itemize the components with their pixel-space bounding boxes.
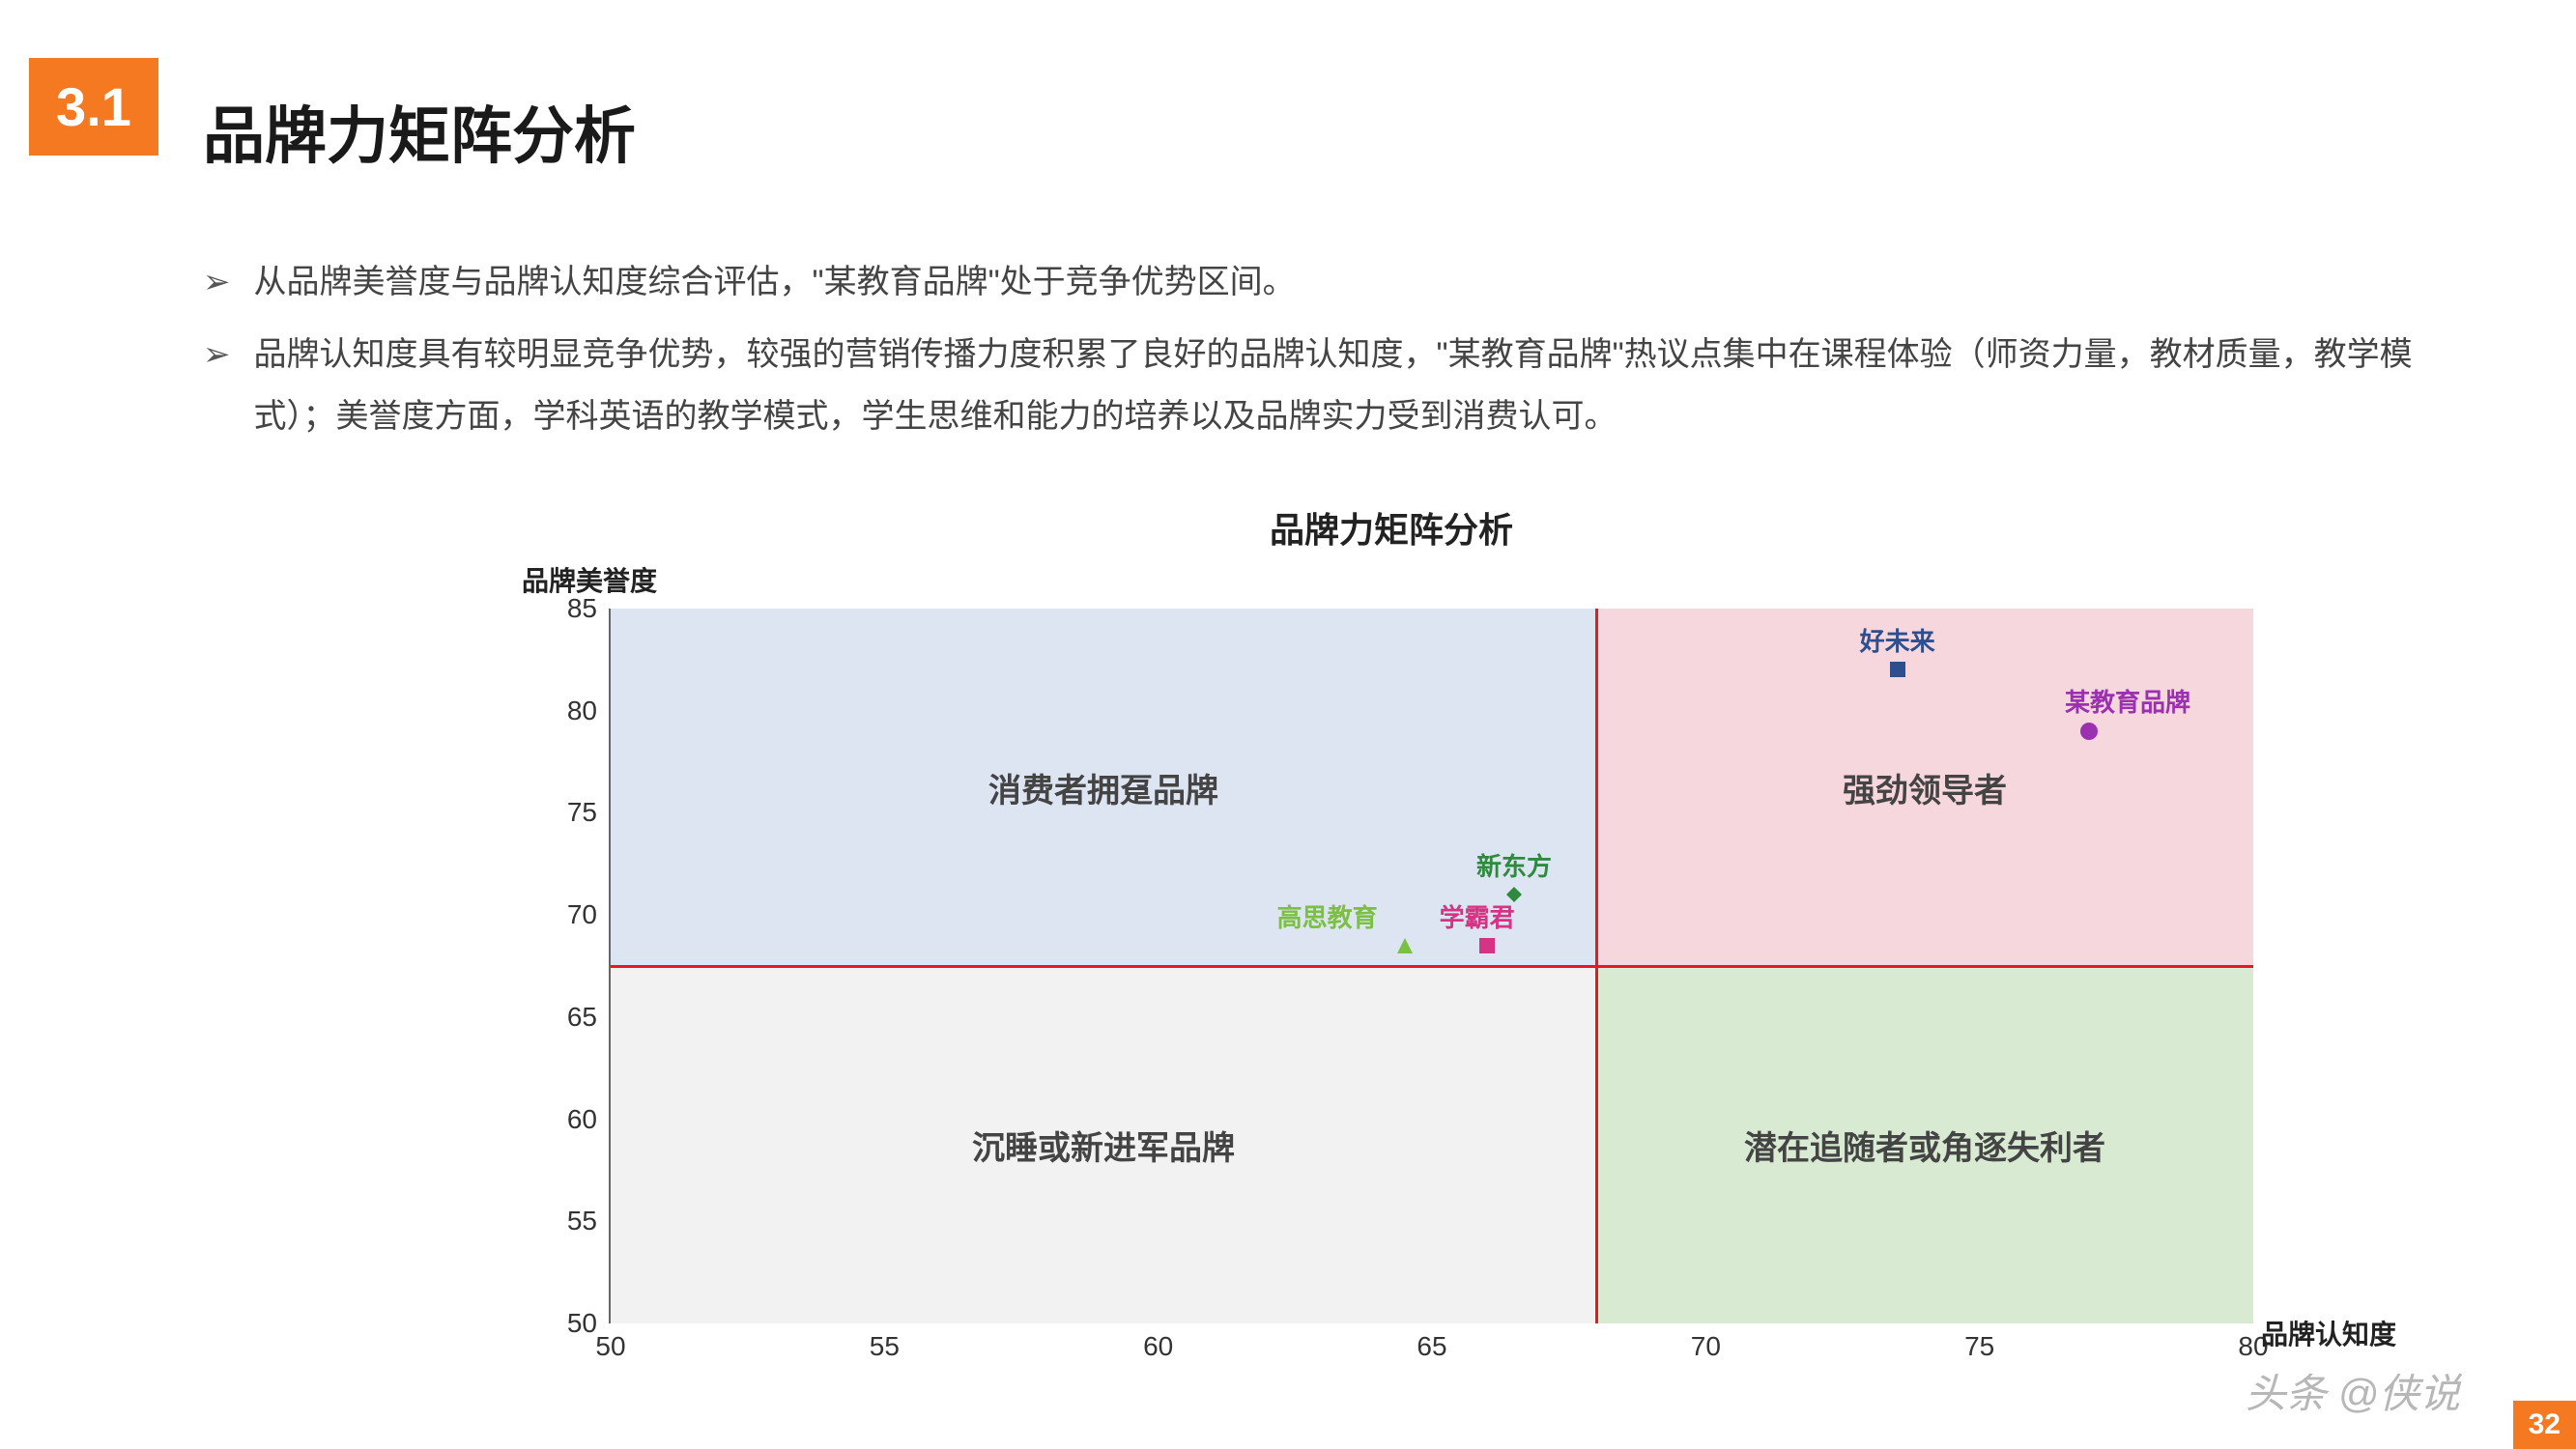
y-tick: 60	[539, 1104, 597, 1135]
bullet-item: ➢品牌认知度具有较明显竞争优势，较强的营销传播力度积累了良好的品牌认知度，"某教…	[203, 324, 2460, 448]
data-point-label: 好未来	[1860, 622, 1935, 658]
y-tick: 75	[539, 797, 597, 828]
bullet-arrow-icon: ➢	[203, 251, 231, 314]
x-tick: 65	[1403, 1331, 1461, 1362]
quadrant-top-right: 强劲领导者	[1596, 609, 2253, 966]
data-point-label: 某教育品牌	[2065, 683, 2190, 719]
bullet-text: 从品牌美誉度与品牌认知度综合评估，"某教育品牌"处于竞争优势区间。	[254, 251, 1296, 314]
y-tick: 80	[539, 696, 597, 726]
x-tick: 75	[1951, 1331, 2009, 1362]
y-tick: 65	[539, 1002, 597, 1033]
x-axis-label: 品牌认知度	[2261, 1314, 2396, 1352]
bullet-arrow-icon: ➢	[203, 324, 231, 448]
horizontal-divider	[611, 965, 2253, 968]
chart-title: 品牌力矩阵分析	[522, 502, 2261, 553]
data-point-label: 新东方	[1476, 847, 1552, 883]
y-tick: 70	[539, 899, 597, 930]
page-title: 品牌力矩阵分析	[203, 87, 636, 176]
data-point-label: 高思教育	[1277, 898, 1378, 934]
bullet-text: 品牌认知度具有较明显竞争优势，较强的营销传播力度积累了良好的品牌认知度，"某教育…	[254, 324, 2461, 448]
data-point: 学霸君	[1479, 938, 1495, 953]
y-tick: 55	[539, 1206, 597, 1236]
x-tick: 70	[1676, 1331, 1734, 1362]
quadrant-bottom-right: 潜在追随者或角逐失利者	[1596, 966, 2253, 1323]
quadrant-bottom-left: 沉睡或新进军品牌	[611, 966, 1596, 1323]
data-point: 好未来	[1890, 662, 1905, 677]
data-point: 某教育品牌	[2080, 723, 2098, 740]
y-tick: 85	[539, 593, 597, 624]
x-tick: 50	[582, 1331, 640, 1362]
page-number: 32	[2513, 1401, 2576, 1449]
chart-plot-area: 消费者拥趸品牌强劲领导者沉睡或新进军品牌潜在追随者或角逐失利者505560657…	[609, 609, 2251, 1323]
x-tick: 60	[1130, 1331, 1188, 1362]
bullet-list: ➢从品牌美誉度与品牌认知度综合评估，"某教育品牌"处于竞争优势区间。➢品牌认知度…	[203, 251, 2460, 458]
quadrant-chart: 品牌力矩阵分析 品牌美誉度 消费者拥趸品牌强劲领导者沉睡或新进军品牌潜在追随者或…	[522, 502, 2261, 1372]
bullet-item: ➢ 从品牌美誉度与品牌认知度综合评估，"某教育品牌"处于竞争优势区间。	[203, 251, 2460, 314]
watermark-text: 头条 @侠说	[2246, 1361, 2460, 1420]
x-tick: 55	[855, 1331, 913, 1362]
data-point: 高思教育	[1397, 938, 1413, 953]
section-number-badge: 3.1	[29, 58, 158, 156]
data-point-label: 学霸君	[1440, 898, 1515, 934]
